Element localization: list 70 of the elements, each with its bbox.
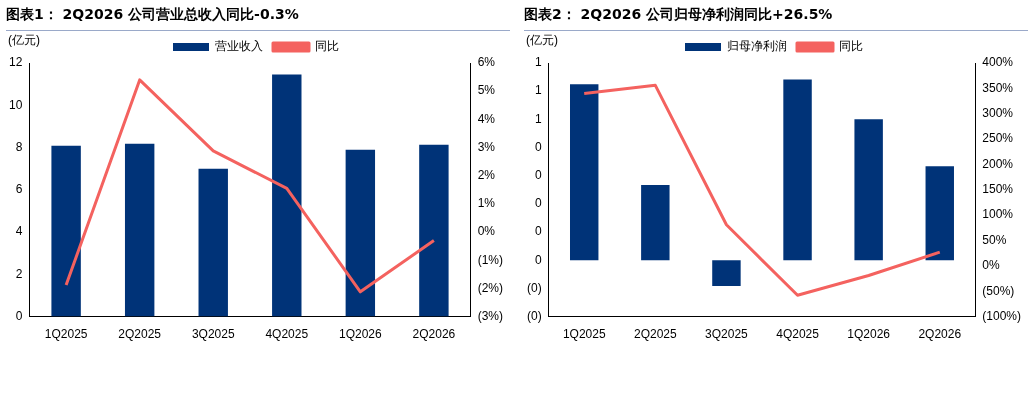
y2-tick-label: 5% <box>477 83 496 98</box>
legend-label: 同比 <box>315 39 339 54</box>
y-tick-label: 12 <box>8 55 23 70</box>
y2-tick-label: 1% <box>477 196 496 211</box>
y-tick-label: 8 <box>15 139 23 154</box>
y2-tick-label: 250% <box>982 131 1014 146</box>
y2-tick-label: 6% <box>477 55 496 70</box>
y-tick-label: 0 <box>534 224 542 239</box>
y2-tick-label: (2%) <box>477 280 504 295</box>
x-tick-label: 1Q2025 <box>44 327 88 342</box>
y-tick-label: 0 <box>15 308 23 323</box>
y-tick-label: (0) <box>526 280 542 295</box>
y2-tick-label: 300% <box>982 106 1014 121</box>
x-tick-label: 1Q2025 <box>562 327 606 342</box>
bar <box>51 145 81 317</box>
y2-tick-label: 200% <box>982 156 1014 171</box>
x-tick-label: 2Q2025 <box>633 327 678 342</box>
y-tick-label: 4 <box>15 224 23 239</box>
bar <box>419 144 449 317</box>
legend-label: 同比 <box>839 39 863 54</box>
y2-tick-label: 350% <box>982 80 1014 95</box>
y2-tick-label: (1%) <box>477 252 504 267</box>
chart-title: 图表1： 2Q2026 公司营业总收入同比-0.3% <box>6 4 510 31</box>
y2-tick-label: 0% <box>982 258 1000 273</box>
y-tick-label: 0 <box>534 196 542 211</box>
y-axis-title: (亿元) <box>8 33 40 48</box>
y2-tick-label: 50% <box>982 232 1007 247</box>
y2-tick-label: (3%) <box>477 308 504 323</box>
bar <box>783 79 812 261</box>
y2-tick-label: (50%) <box>982 283 1015 298</box>
bar <box>641 185 670 261</box>
bar <box>570 84 599 261</box>
y2-tick-label: 150% <box>982 182 1014 197</box>
y2-tick-label: 0% <box>477 224 496 239</box>
x-tick-label: 1Q2026 <box>338 327 383 342</box>
x-tick-label: 4Q2025 <box>265 327 309 342</box>
x-tick-label: 1Q2026 <box>847 327 891 342</box>
y2-tick-label: 3% <box>477 139 496 154</box>
bar <box>272 74 302 317</box>
y-tick-label: 1 <box>534 83 542 98</box>
y-tick-label: 1 <box>534 111 542 126</box>
bar <box>925 166 954 261</box>
y2-tick-label: 4% <box>477 111 496 126</box>
x-tick-label: 2Q2026 <box>412 327 456 342</box>
y-tick-label: 0 <box>534 252 542 267</box>
chart-title: 图表2： 2Q2026 公司归母净利润同比+26.5% <box>524 4 1028 31</box>
bar <box>198 168 228 317</box>
y2-tick-label: 2% <box>477 168 496 183</box>
legend-label: 归母净利润 <box>727 39 787 54</box>
bar <box>854 119 883 261</box>
legend-label: 营业收入 <box>215 39 263 54</box>
y-tick-label: 2 <box>15 266 23 281</box>
x-tick-label: 2Q2026 <box>918 327 962 342</box>
y2-tick-label: 100% <box>982 207 1014 222</box>
y-tick-label: 10 <box>8 97 23 112</box>
y-tick-label: 1 <box>534 55 542 70</box>
y2-tick-label: 400% <box>982 55 1014 70</box>
x-tick-label: 2Q2025 <box>118 327 162 342</box>
y-axis-title: (亿元) <box>526 33 558 48</box>
y2-tick-label: (100%) <box>982 308 1021 323</box>
bar <box>345 149 376 317</box>
y-tick-label: 0 <box>534 139 542 154</box>
y-tick-label: (0) <box>526 308 542 323</box>
bar <box>712 260 741 287</box>
x-tick-label: 3Q2025 <box>705 327 749 342</box>
x-tick-label: 4Q2025 <box>776 327 820 342</box>
y-tick-label: 6 <box>15 182 23 197</box>
y-tick-label: 0 <box>534 168 542 183</box>
bar <box>124 143 155 317</box>
x-tick-label: 3Q2025 <box>191 327 235 342</box>
